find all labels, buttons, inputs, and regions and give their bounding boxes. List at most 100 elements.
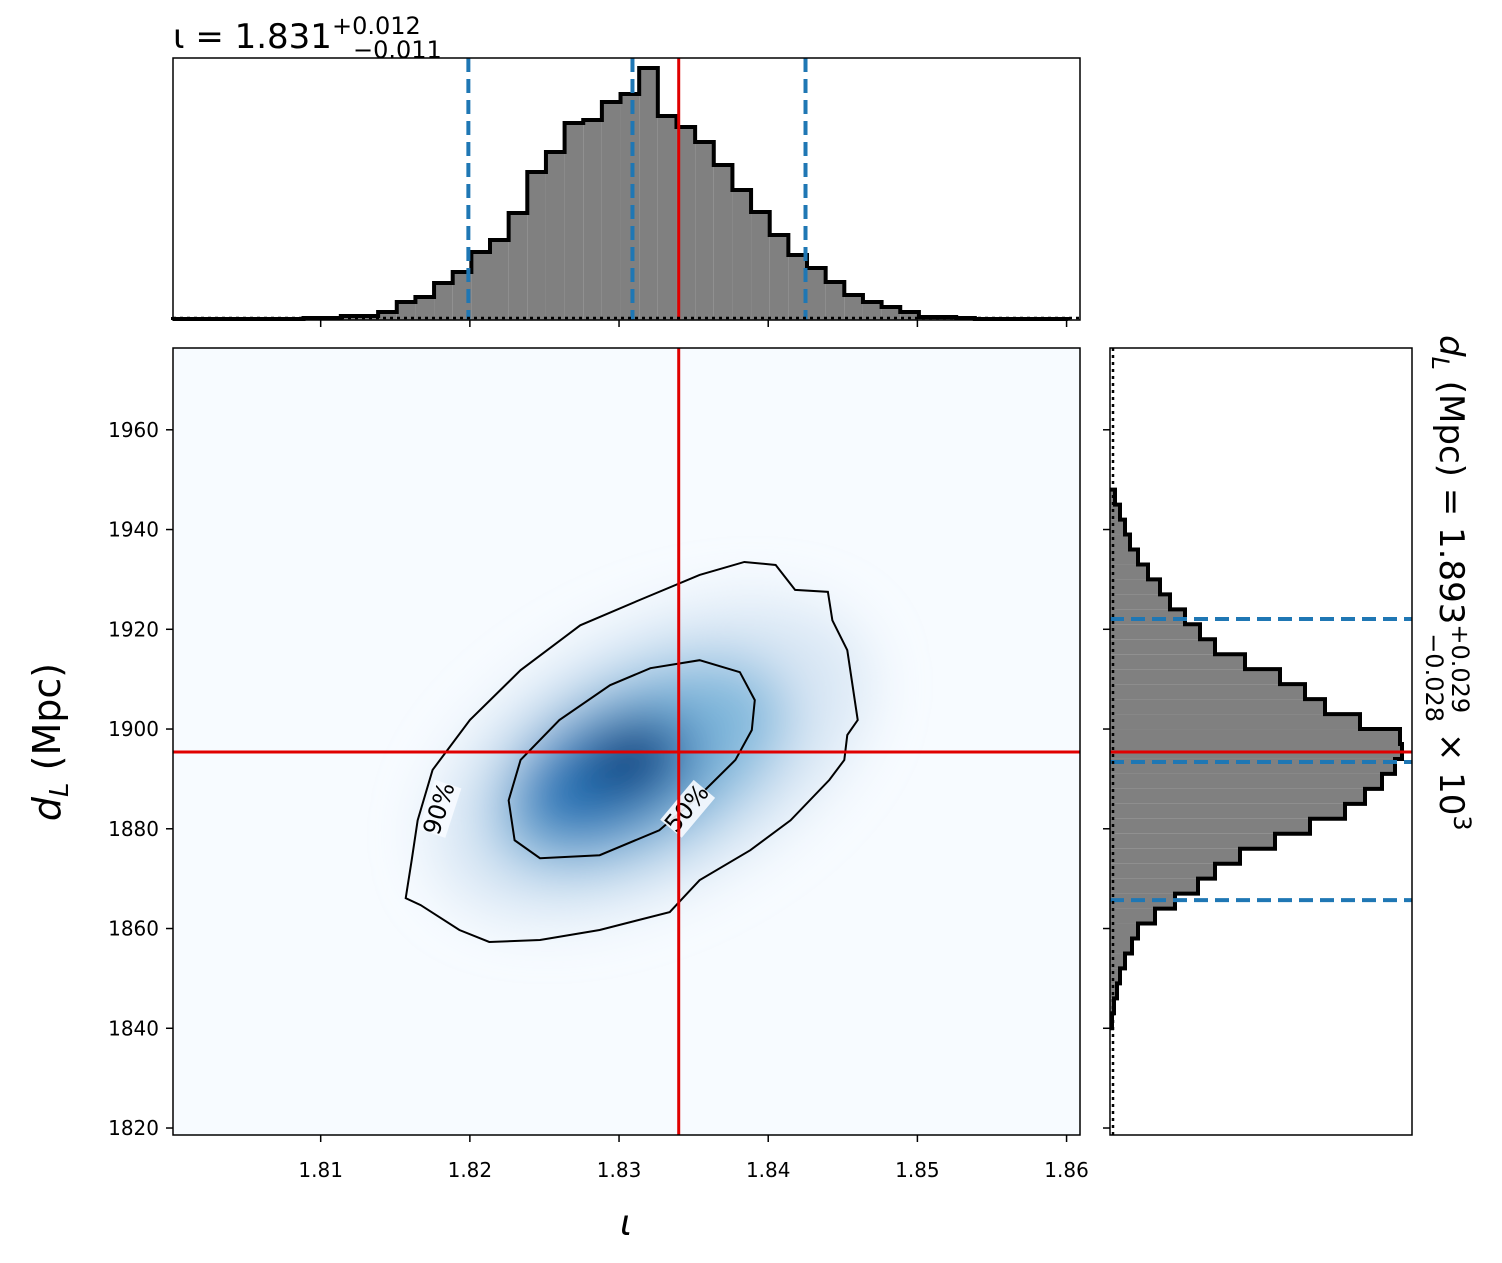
hist-bar [1110,579,1160,595]
main-frame [172,347,1081,1136]
y-title-times: × 10 [1431,722,1471,815]
x-axis-label: ι [620,1203,632,1244]
y-title-exp: 3 [1448,815,1476,830]
y-title-sub: L [1426,357,1454,370]
hist-bar [639,68,658,320]
hist-bar [1110,863,1215,879]
hist-bar [1110,609,1185,625]
hist-bar [1110,639,1215,655]
hist-bar [1110,773,1382,789]
hist-bar [508,213,528,320]
hist-bar [452,272,472,320]
hist-bar [490,240,509,320]
hist-bar [471,252,491,320]
x-tick-label: 1.86 [1044,1158,1089,1182]
hist-bar [415,297,435,320]
hist-bar [732,190,752,320]
hist-bar [751,212,770,320]
hist-bar [1110,878,1198,894]
y-axis-label: dL (Mpc) [25,663,75,821]
hist-bar [1110,833,1275,849]
hist-bar [434,283,453,320]
y-tick-label: 1860 [108,917,159,941]
top-frame [172,57,1081,321]
x-tick-label: 1.82 [448,1158,493,1182]
hist-bar [527,172,546,320]
hist-bar [1110,684,1305,700]
hist-bar [1110,848,1240,864]
hist-bar [1110,564,1148,580]
y-label-main: d [25,796,69,821]
hist-bar [788,255,808,320]
hist-bar [1110,803,1345,819]
hist-bar [1110,624,1200,640]
hist-bar [807,268,826,320]
hist-outline [171,66,1071,321]
hist-outline [1110,487,1404,1031]
hist-bar [1110,788,1365,804]
contour [404,560,859,943]
x-tick-label: 1.85 [895,1158,940,1182]
hist-bar [844,295,863,320]
y-title-plus: +0.029 [1446,624,1474,713]
hist-bar [862,302,882,320]
hist-bar [620,94,640,320]
hist-bar [1110,938,1132,954]
hist-bar [1110,923,1138,939]
right-frame [1109,347,1413,1136]
y-tick-label: 1960 [108,418,159,442]
y-tick-label: 1820 [108,1116,159,1140]
y-tick-label: 1840 [108,1016,159,1040]
plot-layer: 90% 50%1.81 1.82 1.83 1.84 1.85 1.861820184018… [108,58,1412,1182]
hist-bar [695,142,714,320]
x-tick-label: 1.84 [746,1158,791,1182]
hist-bar [564,123,584,320]
contour-label-bg [660,779,716,838]
density-heatmap [429,599,871,921]
y-tick-label: 1900 [108,717,159,741]
x-tick-label: 1.83 [597,1158,642,1182]
x-title-minus: −0.011 [353,36,442,64]
hist-bar [1110,669,1280,685]
hist-bar [1110,549,1138,565]
hist-bar [1110,968,1120,984]
hist-bar [769,235,789,320]
hist-bar [583,120,602,320]
hist-bar [378,312,397,320]
y-tick-label: 1920 [108,617,159,641]
hist-bar [1110,654,1245,670]
y-tick-label: 1880 [108,817,159,841]
contour-label-bg [418,779,462,838]
hist-bar [1110,504,1120,520]
x-tick-label: 1.81 [298,1158,343,1182]
y-title: dL (Mpc) = 1.893+0.029−0.028 × 103 [1420,335,1476,831]
hist-bar [900,312,919,320]
contour [507,659,756,860]
hist-bar [1110,729,1400,744]
y-title-rest: (Mpc) = 1.893 [1431,370,1471,624]
hist-bar [1110,983,1117,999]
x-title-main: ι = 1.831 [173,17,332,57]
hist-bar [713,165,733,320]
x-title: ι = 1.831+0.012 [173,12,421,57]
hist-bar [1110,594,1170,610]
y-title-main: d [1431,335,1471,357]
hist-bar [545,152,565,320]
hist-bar [1110,534,1130,550]
hist-bar [676,127,696,320]
y-title-minus: −0.028 [1420,633,1448,722]
hist-bar [1110,699,1325,715]
x-title-plus: +0.012 [332,12,421,40]
hist-bar [657,116,677,320]
y-label-sub: L [45,782,75,797]
hist-bar [601,102,621,320]
hist-bar [825,282,845,320]
hist-bar [1110,818,1310,834]
y-tick-label: 1940 [108,518,159,542]
hist-bar [1110,714,1360,730]
y-label-rest: (Mpc) [25,663,69,783]
hist-bar [1110,908,1155,924]
hist-bar [396,302,416,320]
